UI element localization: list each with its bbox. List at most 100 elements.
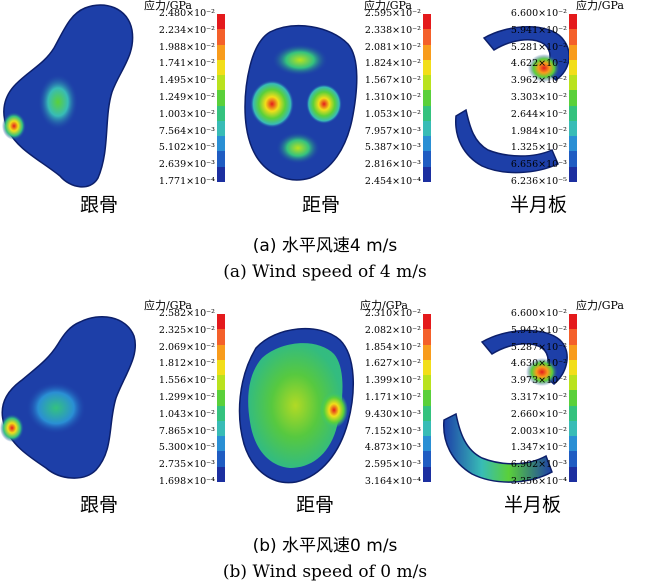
legend-value-label: 3.317×10⁻² (510, 392, 567, 403)
legend-value-label: 1.495×10⁻² (158, 75, 215, 87)
bone-label-talus: 距骨 (302, 194, 341, 216)
legend-value-label: 2.069×10⁻² (158, 341, 215, 353)
color-scale-segment (569, 405, 577, 422)
color-scale-segment (217, 405, 225, 422)
bone-label-talus: 距骨 (296, 494, 335, 516)
color-scale-segment (423, 359, 431, 376)
legend-value-label: 5.943×10⁻² (510, 324, 567, 336)
color-scale-bar (569, 14, 577, 183)
color-scale-segment (423, 436, 431, 452)
legend-value-label: 3.973×10⁻² (510, 375, 567, 387)
legend-value-label: 7.564×10⁻³ (158, 125, 215, 137)
calcaneus-stress-map-b (0, 315, 136, 479)
legend-value-label: 1.053×10⁻² (364, 108, 421, 120)
color-scale-segment (569, 359, 577, 376)
color-scale-segment (569, 390, 577, 407)
color-scale-segment (217, 329, 225, 346)
legend-value-label: 7.865×10⁻³ (158, 425, 215, 437)
stress-legend-calcaneus-a: 应力/GPa 2.480×10⁻² 2.234×10⁻² 1.988×10⁻² 1.7… (140, 0, 225, 190)
color-scale-segment (423, 59, 431, 76)
legend-value-label: 3.303×10⁻² (510, 92, 567, 103)
legend-value-label: 2.735×10⁻³ (158, 459, 215, 471)
legend-value-label: 1.399×10⁻² (364, 375, 421, 387)
bone-label-calcaneus: 跟骨 (80, 194, 119, 216)
color-scale-segment (217, 166, 225, 183)
bone-label-meniscus: 半月板 (504, 494, 562, 516)
legend-value-label: 4.622×10⁻² (510, 58, 567, 70)
legend-value-label: 5.941×10⁻² (510, 24, 567, 36)
color-scale-segment (217, 75, 225, 91)
legend-value-label: 1.299×10⁻² (158, 392, 215, 403)
legend-value-label: 6.236×10⁻⁵ (510, 176, 567, 187)
legend-value-label: 1.567×10⁻² (364, 75, 421, 87)
color-scale-segment (569, 344, 577, 361)
color-scale-segment (217, 314, 225, 330)
legend-value-label: 1.824×10⁻² (364, 58, 421, 70)
color-scale-segment (423, 136, 431, 152)
color-scale-segment (569, 375, 577, 391)
color-scale-segment (423, 405, 431, 422)
meniscus-stress-map-a (455, 26, 570, 174)
color-scale-segment (217, 151, 225, 168)
color-scale-segment (217, 29, 225, 46)
legend-value-label: 1.043×10⁻² (158, 408, 215, 420)
color-scale-segment (217, 390, 225, 407)
color-scale-segment (423, 105, 431, 122)
legend-value-label: 2.639×10⁻³ (158, 159, 215, 171)
color-scale-bar (217, 314, 225, 483)
color-scale-bar (217, 14, 225, 183)
color-scale-segment (423, 120, 431, 137)
legend-value-label: 1.003×10⁻² (158, 108, 215, 120)
color-scale-segment (423, 420, 431, 437)
legend-value-label: 1.741×10⁻² (158, 58, 215, 70)
color-scale-segment (423, 314, 431, 330)
legend-value-label: 5.287×10⁻² (510, 341, 567, 353)
color-scale-segment (569, 466, 577, 483)
color-scale-segment (423, 75, 431, 91)
legend-value-label: 1.627×10⁻² (364, 358, 421, 370)
color-scale-segment (569, 136, 577, 152)
color-scale-bar (423, 14, 431, 183)
color-scale-bar (423, 314, 431, 483)
legend-value-label: 2.595×10⁻³ (364, 459, 421, 471)
color-scale-segment (569, 105, 577, 122)
stress-legend-meniscus-a: 应力/GPa 6.600×10⁻² 5.941×10⁻² 5.281×10⁻² 4.6… (511, 0, 632, 190)
color-scale-segment (217, 375, 225, 391)
legend-value-label: 2.644×10⁻² (510, 108, 567, 120)
color-scale-segment (569, 90, 577, 107)
legend-value-label: 2.081×10⁻² (364, 41, 421, 53)
color-scale-segment (569, 314, 577, 330)
legend-value-label: 1.325×10⁻² (510, 142, 567, 154)
talus-stress-map-a (244, 25, 358, 181)
legend-value-label: 2.234×10⁻² (158, 24, 215, 36)
bone-label-meniscus: 半月板 (510, 194, 568, 216)
color-scale-segment (217, 420, 225, 437)
color-scale-segment (423, 29, 431, 46)
legend-value-label: 3.962×10⁻² (510, 75, 567, 87)
legend-value-label: 7.957×10⁻³ (364, 125, 421, 137)
color-scale-segment (217, 451, 225, 468)
color-scale-segment (423, 344, 431, 361)
legend-unit: 应力/GPa (576, 0, 624, 12)
legend-value-label: 6.656×10⁻³ (510, 159, 567, 171)
color-scale-segment (423, 151, 431, 168)
legend-unit: 应力/GPa (144, 299, 192, 312)
color-scale-segment (569, 14, 577, 30)
calcaneus-stress-map-a (2, 4, 134, 188)
legend-value-label: 6.600×10⁻² (510, 8, 567, 19)
legend-value-label: 7.152×10⁻³ (364, 425, 421, 437)
caption-b-zh: (b) 水平风速0 m/s (252, 536, 398, 556)
legend-value-label: 1.310×10⁻² (364, 92, 421, 103)
legend-value-label: 1.984×10⁻² (510, 125, 567, 137)
legend-value-label: 1.698×10⁻⁴ (158, 476, 215, 487)
legend-value-label: 4.873×10⁻³ (364, 442, 421, 454)
bone-label-calcaneus: 跟骨 (80, 494, 119, 516)
stress-legend-meniscus-b: 应力/GPa 6.600×10⁻² 5.943×10⁻² 5.287×10⁻² 4.6… (511, 300, 632, 490)
legend-value-label: 2.003×10⁻² (510, 425, 567, 437)
color-scale-segment (217, 90, 225, 107)
legend-value-label: 2.660×10⁻² (510, 408, 567, 420)
caption-b-en: (b) Wind speed of 0 m/s (222, 562, 428, 582)
meniscus-stress-map-b (443, 329, 568, 483)
color-scale-segment (569, 166, 577, 183)
color-scale-segment (569, 151, 577, 168)
